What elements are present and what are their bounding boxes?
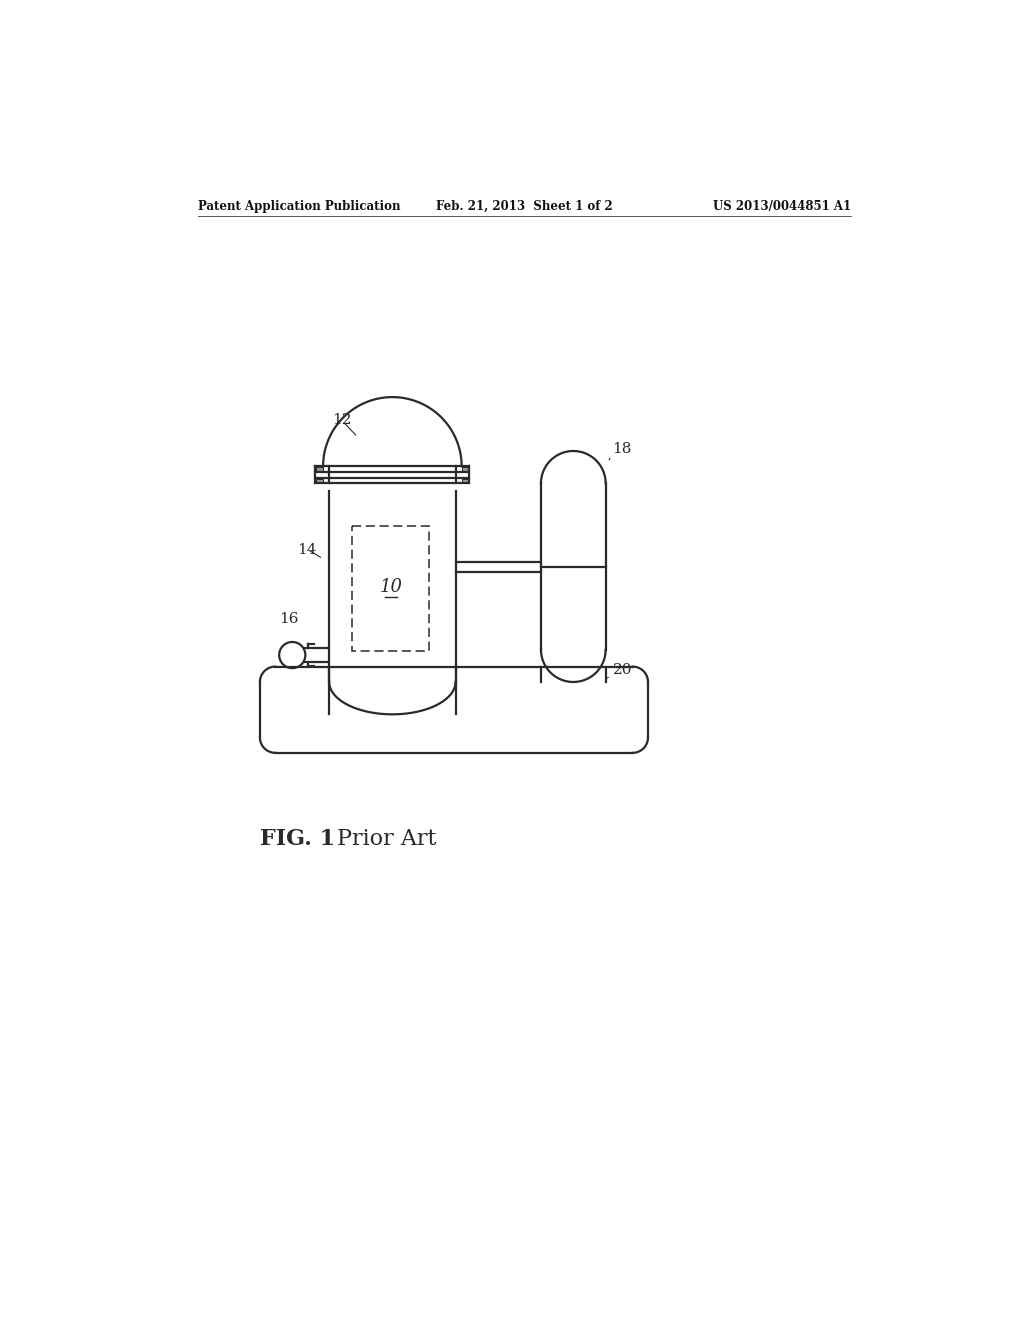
Text: 10: 10 <box>379 578 402 597</box>
Text: US 2013/0044851 A1: US 2013/0044851 A1 <box>713 199 851 213</box>
Text: 18: 18 <box>612 442 632 457</box>
Bar <box>462 479 469 483</box>
Bar <box>316 467 323 471</box>
Bar <box>316 479 323 483</box>
Text: FIG. 1: FIG. 1 <box>260 829 335 850</box>
Text: Patent Application Publication: Patent Application Publication <box>199 199 400 213</box>
Bar <box>462 467 469 471</box>
Text: 20: 20 <box>612 664 632 677</box>
Text: 14: 14 <box>297 543 316 557</box>
Text: 12: 12 <box>333 413 352 428</box>
Text: 16: 16 <box>280 612 299 626</box>
Text: Prior Art: Prior Art <box>337 829 436 850</box>
Bar <box>352 527 429 651</box>
Text: Feb. 21, 2013  Sheet 1 of 2: Feb. 21, 2013 Sheet 1 of 2 <box>436 199 613 213</box>
